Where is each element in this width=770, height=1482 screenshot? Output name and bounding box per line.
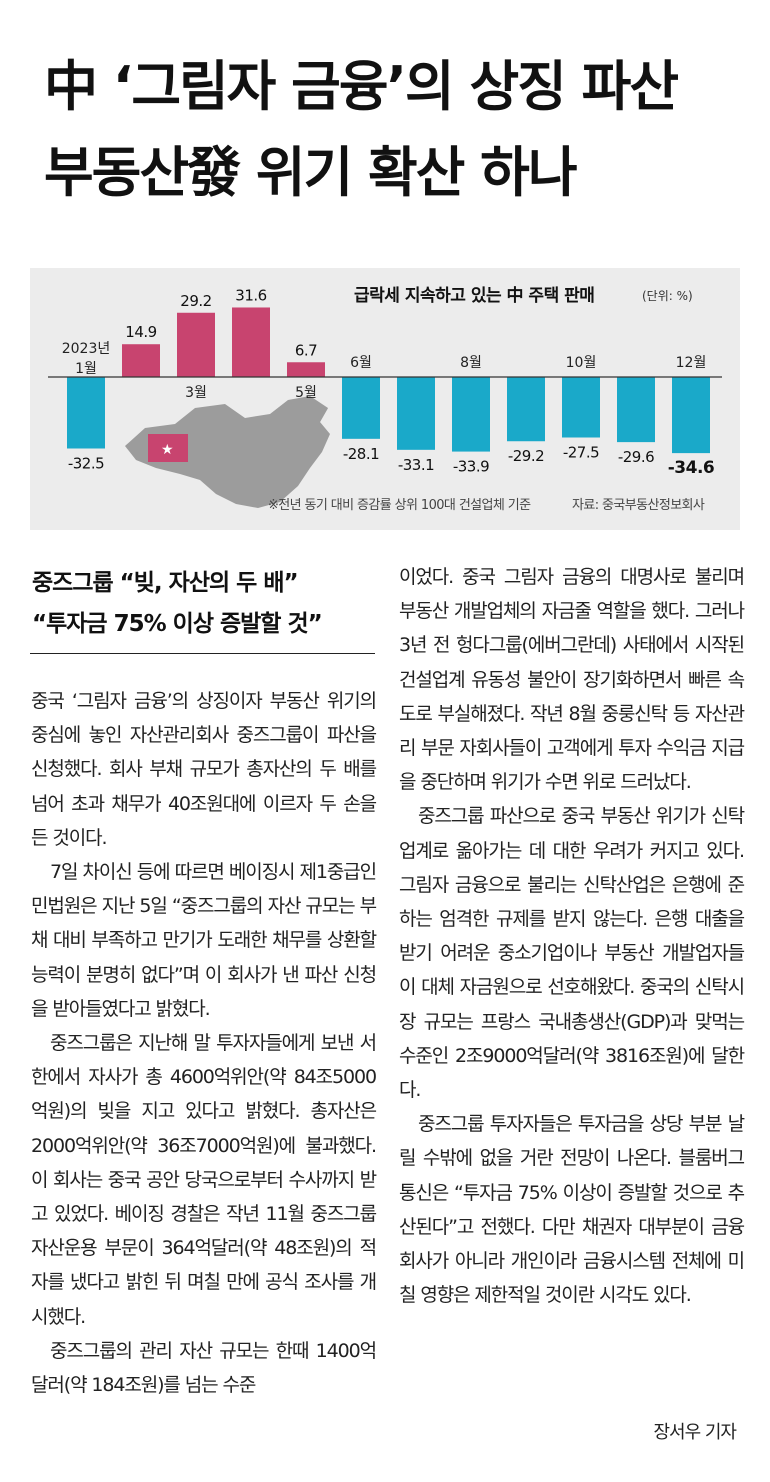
byline: 장서우 기자: [653, 1422, 737, 1443]
category-label: 3월: [185, 385, 207, 401]
china-map-icon: ★: [125, 396, 330, 508]
subhead-divider: [30, 653, 375, 654]
headline-line-2: 부동산發 위기 확산 하나: [44, 141, 578, 204]
bar: [452, 377, 490, 452]
category-label: 8월: [460, 355, 482, 371]
bar: [397, 377, 435, 450]
bar-value-label: 29.2: [180, 292, 211, 310]
bar: [617, 377, 655, 443]
bar-value-label: 31.6: [235, 286, 266, 304]
svg-text:★: ★: [161, 442, 174, 458]
bar-value-label: -33.1: [398, 456, 434, 474]
subhead-line-1: 중즈그룹 “빚, 자산의 두 배”: [32, 570, 299, 596]
article-column-right: 이었다. 중국 그림자 금융의 대명사로 불리며 부동산 개발업체의 자금줄 역…: [399, 560, 745, 1312]
category-label: 10월: [566, 355, 597, 371]
bar: [562, 377, 600, 438]
chart-svg: 급락세 지속하고 있는 中 주택 판매 (단위: %) ★ -32.5 14.9 2…: [48, 285, 722, 513]
category-label: 1월: [75, 361, 97, 377]
bar-chart: 급락세 지속하고 있는 中 주택 판매 (단위: %) ★ -32.5 14.9 2…: [30, 268, 740, 530]
bar-value-label: -29.6: [618, 448, 654, 466]
bar: [287, 362, 325, 377]
chart-unit: (단위: %): [642, 289, 693, 303]
bar-value-label: 14.9: [125, 323, 156, 341]
chart-source: 자료: 중국부동산정보회사: [572, 498, 705, 513]
chart-footnote: ※전년 동기 대비 증감률 상위 100대 건설업체 기준: [268, 498, 531, 513]
bar-value-label: -33.9: [453, 458, 489, 476]
bar: [67, 377, 105, 449]
headline-line-1: 中 ‘그림자 금융’의 상징 파산: [44, 55, 679, 118]
article-column-left: 중국 ‘그림자 금융’의 상징이자 부동산 위기의 중심에 놓인 자산관리회사 …: [31, 684, 377, 1402]
category-label: 6월: [350, 355, 372, 371]
article-paragraph: 중즈그룹은 지난해 말 투자자들에게 보낸 서한에서 자사가 총 4600억위안…: [31, 1032, 377, 1328]
article-paragraph: 중국 ‘그림자 금융’의 상징이자 부동산 위기의 중심에 놓인 자산관리회사 …: [31, 690, 377, 849]
bar: [507, 377, 545, 442]
category-label: 2023년: [62, 341, 111, 357]
bar: [232, 307, 270, 377]
bar-value-label: -32.5: [68, 455, 104, 473]
bar: [672, 377, 710, 454]
bar-value-label: -34.6: [668, 458, 715, 478]
bar: [177, 312, 215, 377]
article-paragraph: 중즈그룹 파산으로 중국 부동산 위기가 신탁업계로 옮아가는 데 대한 우려가…: [399, 805, 745, 1102]
category-label: 5월: [295, 385, 317, 401]
article-paragraph: 중즈그룹의 관리 자산 규모는 한때 1400억달러(약 184조원)를 넘는 …: [31, 1339, 377, 1397]
bar-value-label: -27.5: [563, 444, 599, 462]
bar: [342, 377, 380, 439]
bar-value-label: -28.1: [343, 445, 379, 463]
subhead-line-2: “투자금 75% 이상 증발할 것”: [32, 611, 323, 637]
article-paragraph: 7일 차이신 등에 따르면 베이징시 제1중급인민법원은 지난 5일 “중즈그룹…: [31, 861, 377, 1020]
bar-value-label: -29.2: [508, 447, 544, 465]
article-paragraph: 중즈그룹 투자자들은 투자금을 상당 부분 날릴 수밖에 없을 거란 전망이 나…: [399, 1113, 745, 1307]
chart-title: 급락세 지속하고 있는 中 주택 판매: [354, 285, 594, 306]
article-paragraph: 이었다. 중국 그림자 금융의 대명사로 불리며 부동산 개발업체의 자금줄 역…: [399, 566, 745, 794]
bar: [122, 344, 160, 377]
bar-value-label: 6.7: [295, 341, 317, 359]
category-label: 12월: [676, 355, 707, 371]
